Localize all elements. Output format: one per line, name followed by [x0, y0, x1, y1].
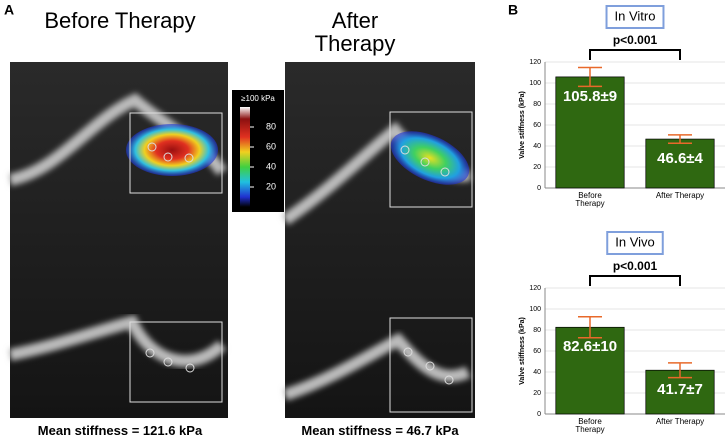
title-box	[606, 231, 664, 255]
y-axis-label: Valve stiffness (kPa)	[519, 317, 526, 385]
bar	[645, 138, 715, 189]
ultrasound-images: ≥100 kPa	[8, 62, 475, 418]
y-tick-label: 80	[533, 101, 541, 108]
value-label: 82.6±10	[563, 338, 617, 355]
value-label: 46.6±4	[657, 150, 703, 167]
y-tick-label: 40	[533, 143, 541, 150]
chart-title: In Vivo	[615, 234, 655, 249]
colorbar-tick-label: 60	[266, 141, 276, 151]
y-tick-label: 40	[533, 369, 541, 376]
x-tick-label: Before Therapy	[575, 191, 605, 209]
value-label: 105.8±9	[563, 88, 617, 105]
colorbar-tick-label: 80	[266, 121, 276, 131]
bar	[555, 326, 625, 415]
roi	[129, 111, 473, 413]
y-tick-label: 60	[533, 348, 541, 355]
chart-title: In Vitro	[615, 8, 656, 23]
elastography-overlay	[390, 131, 470, 185]
y-tick-label: 120	[529, 59, 541, 66]
image-caption: Mean stiffness = 46.7 kPa	[301, 423, 459, 438]
x-tick-label: Before Therapy	[575, 417, 605, 435]
value-label: 41.7±7	[657, 381, 703, 398]
colorbar-box	[232, 90, 284, 212]
significance-label: p<0.001	[613, 33, 658, 47]
y-tick-label: 20	[533, 390, 541, 397]
title-box	[605, 5, 665, 29]
colorbar-tick-label: 20	[266, 181, 276, 191]
significance-bracket	[589, 275, 681, 286]
image-caption: Mean stiffness = 121.6 kPa	[37, 423, 203, 438]
image-title: Before Therapy	[44, 8, 196, 33]
panel-label: A	[4, 2, 14, 18]
y-tick-label: 0	[537, 185, 541, 192]
x-tick-label: After Therapy	[655, 191, 705, 200]
colorbar	[240, 107, 250, 207]
image-title: After Therapy	[314, 8, 396, 57]
bar	[555, 76, 625, 189]
y-tick-label: 20	[533, 164, 541, 171]
y-tick-label: 80	[533, 327, 541, 334]
y-tick-label: 120	[529, 285, 541, 292]
y-tick-label: 100	[529, 306, 541, 313]
y-tick-label: 60	[533, 122, 541, 129]
significance-bracket	[589, 49, 681, 60]
colorbar-label: ≥100 kPa	[241, 94, 275, 103]
colorbar-tick-label: 40	[266, 161, 276, 171]
tissue	[283, 332, 471, 401]
significance-label: p<0.001	[613, 259, 658, 273]
panel-label: B	[508, 2, 518, 18]
y-axis-label: Valve stiffness (kPa)	[519, 91, 526, 159]
y-tick-label: 0	[537, 411, 541, 418]
y-tick-label: 100	[529, 80, 541, 87]
x-tick-label: After Therapy	[655, 417, 705, 426]
image-after	[285, 62, 475, 418]
elastography-overlay	[126, 124, 218, 176]
